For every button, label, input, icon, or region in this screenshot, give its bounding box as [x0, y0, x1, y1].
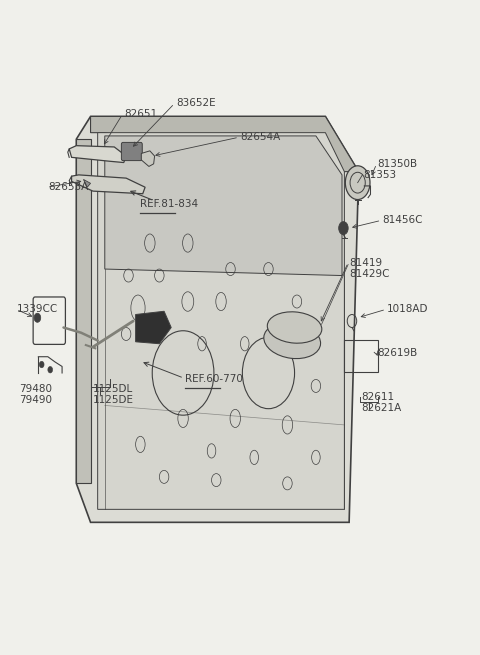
Polygon shape [84, 179, 91, 187]
Text: 83652E: 83652E [176, 98, 216, 109]
Text: 81353: 81353 [363, 170, 396, 180]
Text: 79480: 79480 [19, 384, 52, 394]
Text: 82611: 82611 [361, 392, 394, 402]
Circle shape [339, 221, 348, 234]
Polygon shape [76, 117, 359, 522]
Text: 81419: 81419 [349, 257, 382, 267]
Text: 1125DL: 1125DL [93, 384, 133, 394]
Text: 82653A: 82653A [48, 182, 88, 192]
Circle shape [48, 366, 53, 373]
Bar [344, 341, 378, 371]
Ellipse shape [264, 322, 321, 358]
Text: 82621A: 82621A [361, 403, 401, 413]
Text: 82619B: 82619B [378, 348, 418, 358]
Polygon shape [136, 311, 171, 344]
Text: 82654A: 82654A [240, 132, 280, 142]
Ellipse shape [267, 312, 322, 343]
Text: 81350B: 81350B [378, 159, 418, 169]
Text: REF.81-834: REF.81-834 [140, 199, 199, 209]
FancyBboxPatch shape [121, 142, 142, 160]
Text: 1125DE: 1125DE [93, 395, 134, 405]
Circle shape [34, 313, 41, 322]
Circle shape [345, 166, 370, 200]
Text: 1018AD: 1018AD [387, 305, 429, 314]
Text: 1339CC: 1339CC [17, 305, 58, 314]
Circle shape [39, 362, 44, 367]
Polygon shape [91, 117, 359, 172]
Polygon shape [76, 139, 91, 483]
Text: 81456C: 81456C [383, 215, 423, 225]
Text: 81429C: 81429C [349, 269, 390, 278]
Text: REF.60-770: REF.60-770 [185, 375, 243, 384]
Text: 79490: 79490 [19, 395, 52, 405]
Polygon shape [141, 151, 155, 166]
Polygon shape [72, 175, 145, 194]
Polygon shape [105, 136, 342, 276]
Polygon shape [97, 133, 344, 510]
Text: 82651: 82651 [124, 109, 157, 119]
Polygon shape [69, 145, 126, 162]
